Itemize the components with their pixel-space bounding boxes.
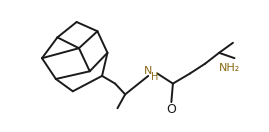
Text: H: H	[151, 72, 158, 82]
Text: NH₂: NH₂	[219, 63, 240, 73]
Text: O: O	[167, 103, 176, 116]
Text: N: N	[144, 66, 153, 76]
